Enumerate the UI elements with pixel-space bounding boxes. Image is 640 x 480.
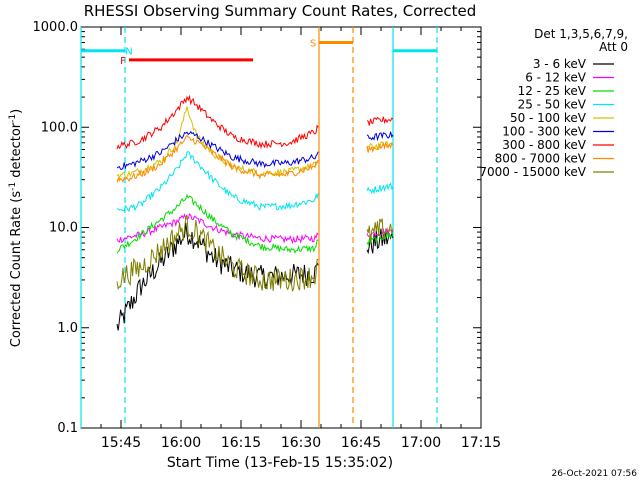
- x-tick-label: 17:15: [461, 435, 501, 451]
- series-line: [366, 218, 394, 243]
- x-tick-label: 17:00: [401, 435, 441, 451]
- legend-item-label: 6 - 12 keV: [525, 71, 587, 85]
- y-tick-labels: 0.1 1.0 10.0 100.0 1000.0: [33, 20, 79, 436]
- legend-item-label: 800 - 7000 keV: [495, 152, 587, 166]
- state-flags: NF S: [81, 39, 437, 67]
- y-tick-label: 1.0: [57, 321, 78, 336]
- chart-title: RHESSI Observing Summary Count Rates, Co…: [84, 2, 477, 20]
- legend-header-line1: Det 1,3,5,6,7,9,: [534, 27, 628, 41]
- series-line: [116, 94, 319, 150]
- axis-ticks: [80, 27, 482, 429]
- x-tick-label: 15:45: [101, 435, 141, 451]
- series-line: [366, 231, 394, 246]
- series-line: [116, 134, 319, 184]
- series-line: [366, 116, 394, 126]
- x-tick-label: 16:15: [221, 435, 261, 451]
- series-line: [366, 182, 394, 195]
- y-tick-label: 0.1: [57, 421, 78, 436]
- series-line: [116, 213, 319, 245]
- series-line: [366, 141, 394, 154]
- series-line: [116, 193, 319, 254]
- legend-item-label: 100 - 300 keV: [502, 125, 586, 139]
- footer-timestamp: 26-Oct-2021 07:56: [552, 469, 638, 479]
- state-lines: [80, 27, 438, 428]
- plot-frame: [80, 26, 482, 429]
- legend-item-label: 7000 - 15000 keV: [479, 165, 586, 179]
- legend-item-label: 25 - 50 keV: [518, 98, 587, 112]
- y-tick-label: 100.0: [41, 120, 78, 135]
- series-line: [366, 131, 394, 142]
- x-tick-label: 16:00: [161, 435, 201, 451]
- series-line: [116, 130, 319, 171]
- y-axis-label-main: Corrected Count Rate (s: [9, 191, 24, 348]
- legend-item-label: 12 - 25 keV: [518, 84, 587, 98]
- y-axis-label-end: ): [9, 109, 24, 114]
- x-axis-label: Start Time (13-Feb-15 15:35:02): [167, 455, 393, 471]
- legend-item-label: 3 - 6 keV: [533, 57, 587, 71]
- series-line: [116, 150, 319, 213]
- y-axis-label-sup2: -1: [8, 114, 18, 123]
- state-flag-label: S: [310, 39, 316, 50]
- y-tick-label: 10.0: [49, 221, 78, 236]
- state-flag-label: N: [125, 47, 132, 58]
- y-tick-label: 1000.0: [33, 20, 79, 35]
- series-line: [116, 214, 319, 292]
- series-group: [116, 94, 394, 331]
- legend-header-line2: Att 0: [599, 40, 628, 54]
- x-tick-label: 16:30: [281, 435, 321, 451]
- y-axis-label: Corrected Count Rate (s-1 detector-1): [8, 109, 24, 347]
- y-axis-label-sup1: -1: [8, 182, 18, 191]
- plot-area: NF S: [80, 26, 482, 429]
- series-line: [116, 106, 319, 181]
- x-tick-labels: 15:45 16:00 16:15 16:30 16:45 17:00 17:15: [101, 435, 501, 451]
- state-flag-label: F: [120, 56, 126, 67]
- legend-item-label: 50 - 100 keV: [510, 111, 587, 125]
- x-tick-label: 16:45: [341, 435, 381, 451]
- y-axis-label-mid: detector: [9, 122, 24, 182]
- legend-item-label: 300 - 800 keV: [502, 138, 586, 152]
